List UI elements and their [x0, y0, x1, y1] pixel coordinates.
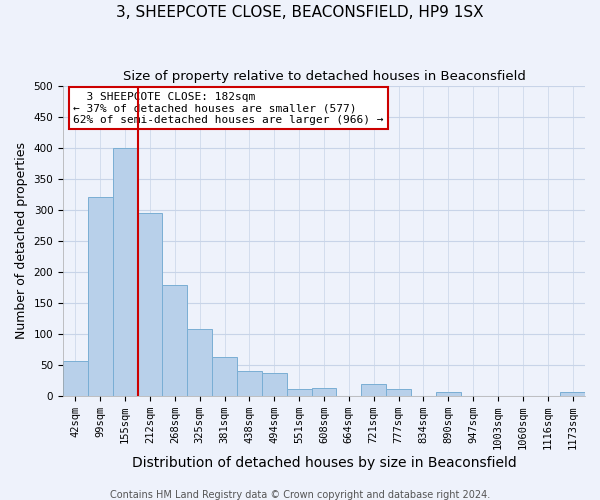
- Bar: [361, 384, 386, 396]
- Bar: [63, 362, 88, 396]
- Bar: [187, 328, 212, 396]
- Bar: [386, 390, 411, 396]
- Title: Size of property relative to detached houses in Beaconsfield: Size of property relative to detached ho…: [122, 70, 526, 83]
- Text: 3 SHEEPCOTE CLOSE: 182sqm
← 37% of detached houses are smaller (577)
62% of semi: 3 SHEEPCOTE CLOSE: 182sqm ← 37% of detac…: [73, 92, 384, 125]
- Text: 3, SHEEPCOTE CLOSE, BEACONSFIELD, HP9 1SX: 3, SHEEPCOTE CLOSE, BEACONSFIELD, HP9 1S…: [116, 5, 484, 20]
- Bar: [137, 212, 163, 396]
- Text: Contains HM Land Registry data © Crown copyright and database right 2024.: Contains HM Land Registry data © Crown c…: [110, 490, 490, 500]
- Bar: [262, 372, 287, 396]
- Bar: [311, 388, 337, 396]
- Bar: [287, 390, 311, 396]
- X-axis label: Distribution of detached houses by size in Beaconsfield: Distribution of detached houses by size …: [131, 456, 517, 470]
- Bar: [237, 371, 262, 396]
- Bar: [88, 197, 113, 396]
- Bar: [113, 148, 137, 396]
- Y-axis label: Number of detached properties: Number of detached properties: [15, 142, 28, 339]
- Bar: [212, 356, 237, 396]
- Bar: [436, 392, 461, 396]
- Bar: [560, 392, 585, 396]
- Bar: [163, 285, 187, 396]
